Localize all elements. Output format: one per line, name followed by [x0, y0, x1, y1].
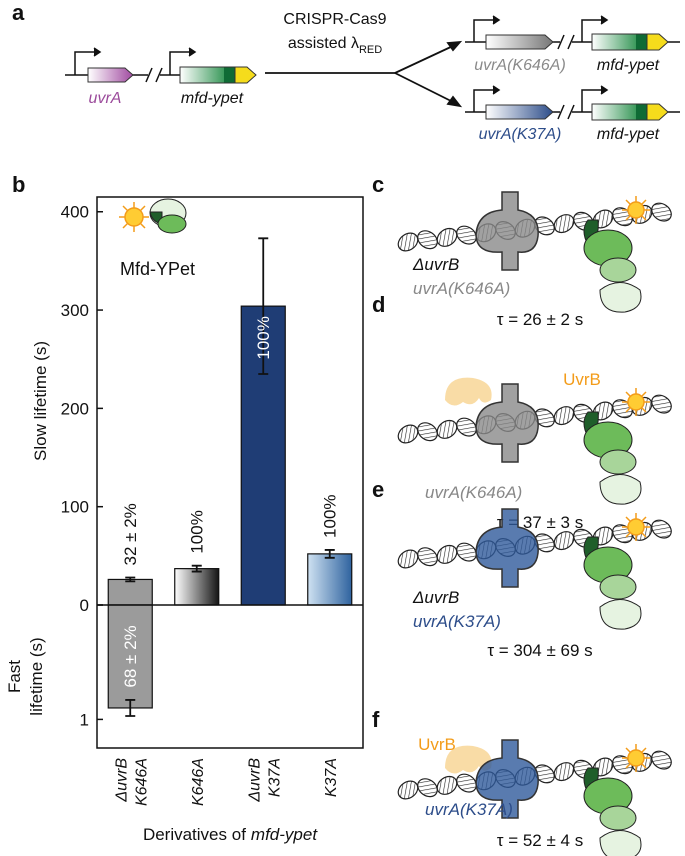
panel-label: a	[12, 0, 25, 25]
panels: c ΔuvrB uvrA(K646A) τ = 26 ± 2 s d UvrB uvrA(K…	[372, 172, 675, 856]
bar	[175, 569, 219, 605]
inset-label: Mfd-YPet	[120, 259, 195, 279]
bar	[108, 579, 152, 605]
x-tick-label: K37A	[266, 758, 283, 797]
y-tick-label: 200	[61, 399, 89, 418]
x-tick-label: K646A	[190, 758, 207, 806]
y2-tick-label: 1	[80, 710, 89, 729]
panel-label: b	[12, 172, 25, 197]
uvrb-label: UvrB	[563, 370, 601, 389]
x-axis-label: mfd-ypet	[251, 825, 318, 844]
panel-label: e	[372, 477, 384, 502]
method: CRISPR-Cas9	[283, 11, 386, 28]
gene-label: uvrA(K37A)	[479, 126, 562, 143]
x-tick-label: ΔuvrB	[246, 758, 263, 803]
ypet	[647, 104, 668, 120]
y-tick-label: 300	[61, 301, 89, 320]
y-tick-label: 0	[80, 596, 89, 615]
genotype: ΔuvrB	[412, 588, 459, 607]
gene	[486, 35, 553, 49]
gene	[592, 34, 647, 50]
gene-label: mfd-ypet	[181, 90, 244, 107]
genotype: uvrA(K37A)	[413, 612, 501, 631]
gene-label: mfd-ypet	[597, 126, 660, 143]
fraction-label: 100%	[188, 510, 207, 553]
panel-label: c	[372, 172, 384, 197]
genotype: uvrA(K646A)	[425, 483, 522, 502]
method-sub: RED	[359, 44, 382, 56]
uvrb-label: UvrB	[418, 735, 456, 754]
fraction-label: 100%	[321, 494, 340, 537]
panel-label: f	[372, 707, 380, 732]
gene-label: uvrA(K646A)	[474, 57, 566, 74]
uvrb	[445, 378, 492, 406]
uvra	[476, 192, 538, 270]
y-tick-label: 100	[61, 498, 89, 517]
gene	[180, 67, 235, 83]
ypet	[647, 34, 668, 50]
x-axis-label: Derivatives of	[143, 825, 246, 844]
gene	[592, 104, 647, 120]
x-tick-label: K646A	[133, 758, 150, 806]
x-tick-label: ΔuvrB	[113, 758, 130, 803]
method: assisted λRED	[288, 35, 382, 56]
lifetime: τ = 304 ± 69 s	[487, 641, 592, 660]
gene-label: mfd-ypet	[597, 57, 660, 74]
gene	[486, 105, 553, 119]
inset-icon	[119, 199, 186, 233]
ypet	[235, 67, 256, 83]
fraction-label: 32 ± 2%	[121, 503, 140, 565]
method: assisted λ	[288, 35, 359, 52]
y2-axis-label: lifetime (s)	[27, 637, 46, 715]
x-axis-label: Derivatives of mfd-ypet	[143, 825, 318, 844]
lifetime: τ = 52 ± 4 s	[497, 831, 583, 850]
gene	[88, 68, 133, 82]
y-axis-label: Slow lifetime (s)	[31, 341, 50, 461]
bar	[308, 554, 352, 605]
bar-chart: 0 100 200 300 400 1 Slow lifetime (s) Fastlifet…	[5, 197, 363, 844]
genotype: uvrA(K646A)	[413, 279, 510, 298]
gene-label: uvrA	[89, 90, 122, 107]
y2-axis-label: Fast	[5, 660, 24, 693]
genotype: ΔuvrB	[412, 255, 459, 274]
fraction-label: 68 ± 2%	[121, 625, 140, 687]
panel-label: d	[372, 292, 385, 317]
x-tick-label: K37A	[323, 758, 340, 797]
y-tick-label: 400	[61, 203, 89, 222]
genotype: uvrA(K37A)	[425, 800, 513, 819]
lifetime: τ = 26 ± 2 s	[497, 310, 583, 329]
fraction-label: 100%	[254, 316, 273, 359]
